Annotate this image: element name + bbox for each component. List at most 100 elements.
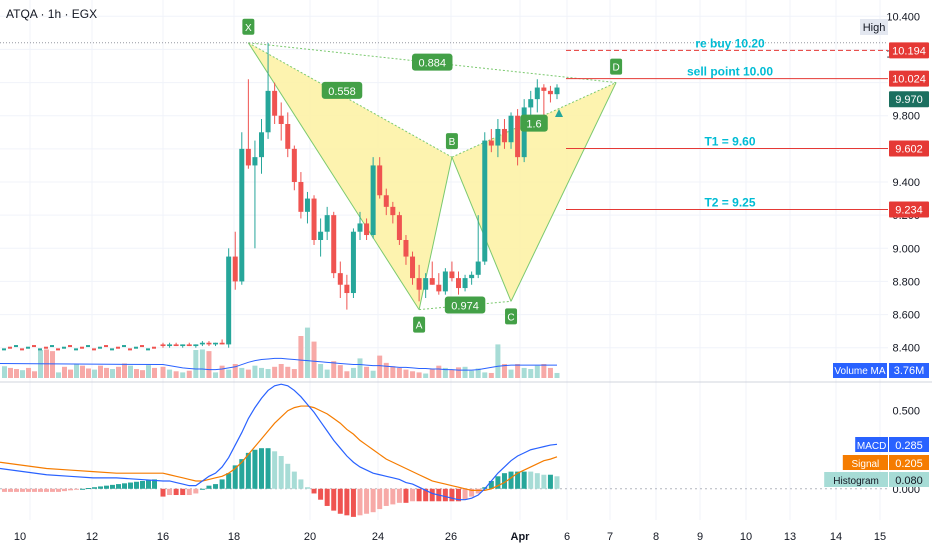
volume-bar: [2, 366, 7, 378]
candle: [534, 79, 540, 113]
histogram-bar: [304, 487, 310, 489]
volume-bar: [62, 366, 67, 378]
histogram-bar: [456, 488, 461, 502]
histogram-bar: [74, 488, 79, 490]
point-badge: [505, 308, 518, 325]
candle: [350, 228, 356, 298]
candle-body: [245, 148, 251, 166]
histogram-bar: [239, 459, 245, 489]
candle: [38, 348, 42, 351]
candle: [44, 346, 48, 349]
candle-body: [390, 206, 396, 216]
point-badge: [242, 18, 255, 35]
candle-body: [469, 274, 475, 279]
time-tick-label: 10: [14, 531, 26, 543]
candle-body: [167, 344, 173, 347]
histogram-bar: [337, 488, 343, 514]
candle-body: [180, 344, 186, 347]
volume-bar: [8, 367, 13, 378]
candle-body: [206, 342, 212, 345]
volume-bar: [92, 369, 97, 378]
histogram-bar: [226, 473, 232, 489]
candle-body: [462, 278, 468, 289]
candle: [86, 345, 90, 348]
candle: [304, 191, 310, 224]
time-tick-label: 8: [653, 531, 659, 543]
volume-bar: [442, 367, 448, 378]
histogram-bar: [259, 448, 264, 489]
candle: [206, 341, 212, 347]
histogram-bar: [146, 480, 151, 489]
pattern-leg: [510, 82, 617, 302]
volume-bar: [331, 361, 337, 378]
volume-bar: [278, 364, 284, 378]
histogram-bar: [396, 488, 402, 503]
candle-body: [521, 107, 527, 158]
candle-body: [259, 132, 264, 158]
candle-body: [298, 182, 304, 212]
histogram-bar: [344, 488, 350, 516]
candle: [429, 261, 435, 285]
candle: [80, 346, 84, 349]
histogram-bar: [534, 473, 540, 489]
candle: [272, 82, 278, 124]
candle-body: [252, 157, 258, 166]
histogram-bar: [469, 488, 475, 497]
candle: [92, 348, 96, 351]
candle: [383, 188, 389, 216]
histogram-bar: [56, 488, 61, 492]
volume-bar: [134, 369, 139, 378]
candle-body: [377, 165, 383, 196]
candle: [357, 211, 363, 240]
histogram-bar: [14, 488, 19, 492]
histogram-bar: [370, 488, 376, 513]
ratio-label: 1.6: [526, 119, 541, 131]
candle: [462, 274, 468, 292]
volume-bar: [206, 351, 212, 378]
histogram-bar: [160, 488, 166, 497]
candle: [68, 345, 72, 348]
candle: [475, 215, 481, 279]
volume-bar: [390, 366, 396, 378]
candle: [199, 341, 205, 347]
price-badge-value: 9.970: [895, 94, 923, 106]
histogram-bar: [364, 488, 370, 514]
candle-body: [304, 198, 310, 212]
histogram-bar: [80, 488, 85, 490]
candle: [104, 345, 108, 348]
symbol-title[interactable]: ATQA · 1h · EGX: [6, 7, 97, 21]
candle: [160, 342, 166, 348]
volume-bar: [98, 365, 103, 378]
candle: [140, 345, 144, 348]
volume-bar: [350, 367, 356, 378]
volume-bar: [410, 371, 416, 378]
histogram-bar: [128, 482, 133, 489]
histogram-bar: [403, 488, 409, 503]
candle: [442, 268, 448, 295]
candle: [291, 145, 297, 191]
candle-body: [311, 198, 317, 240]
volume-ma-tag: [889, 363, 929, 378]
candle-body: [370, 165, 376, 236]
ratio-badge: [411, 53, 453, 71]
candle: [193, 344, 199, 348]
candle: [8, 346, 12, 349]
candle: [403, 235, 409, 265]
time-axis[interactable]: 10 12 16 18 20 24 26 Apr 6 7 8 9 10 13 14 15: [14, 531, 886, 543]
candle-body: [199, 342, 205, 345]
ratio-label: 0.884: [418, 58, 446, 70]
price-badge-value: 10.024: [892, 74, 926, 86]
volume-bar: [534, 365, 540, 378]
candle-body: [449, 271, 455, 279]
histogram-bar: [278, 456, 284, 489]
volume-bar: [554, 372, 560, 378]
price-axis[interactable]: 10.40010.2009.8009.6009.4009.2009.0008.8…: [833, 11, 929, 378]
candle: [226, 248, 232, 348]
candle-body: [350, 231, 356, 294]
point-label: C: [507, 312, 514, 323]
volume-bar: [521, 367, 527, 378]
candle-body: [410, 256, 416, 279]
volume-bar: [291, 369, 297, 378]
candle-body: [285, 124, 291, 149]
